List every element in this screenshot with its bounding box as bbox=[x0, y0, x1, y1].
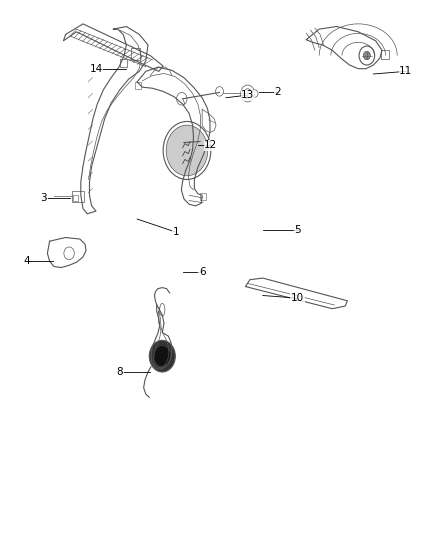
Text: 1: 1 bbox=[173, 227, 179, 237]
Bar bbox=[380, 50, 388, 59]
Text: 2: 2 bbox=[274, 87, 281, 98]
Text: 8: 8 bbox=[116, 367, 123, 377]
Text: 3: 3 bbox=[41, 193, 47, 203]
Text: 11: 11 bbox=[398, 66, 412, 76]
Text: 5: 5 bbox=[293, 224, 300, 235]
Circle shape bbox=[153, 345, 170, 367]
Circle shape bbox=[363, 51, 370, 60]
Text: 14: 14 bbox=[89, 64, 102, 74]
Text: 10: 10 bbox=[290, 293, 304, 303]
Bar bbox=[199, 193, 206, 199]
Circle shape bbox=[149, 341, 175, 372]
Bar bbox=[120, 59, 127, 67]
Bar bbox=[134, 83, 141, 89]
Text: 4: 4 bbox=[23, 256, 30, 266]
Circle shape bbox=[166, 125, 207, 176]
Bar bbox=[72, 191, 84, 202]
Bar bbox=[73, 195, 78, 200]
Text: 6: 6 bbox=[198, 267, 205, 277]
Text: 12: 12 bbox=[204, 140, 217, 150]
Bar bbox=[131, 48, 140, 60]
Text: 13: 13 bbox=[240, 90, 254, 100]
